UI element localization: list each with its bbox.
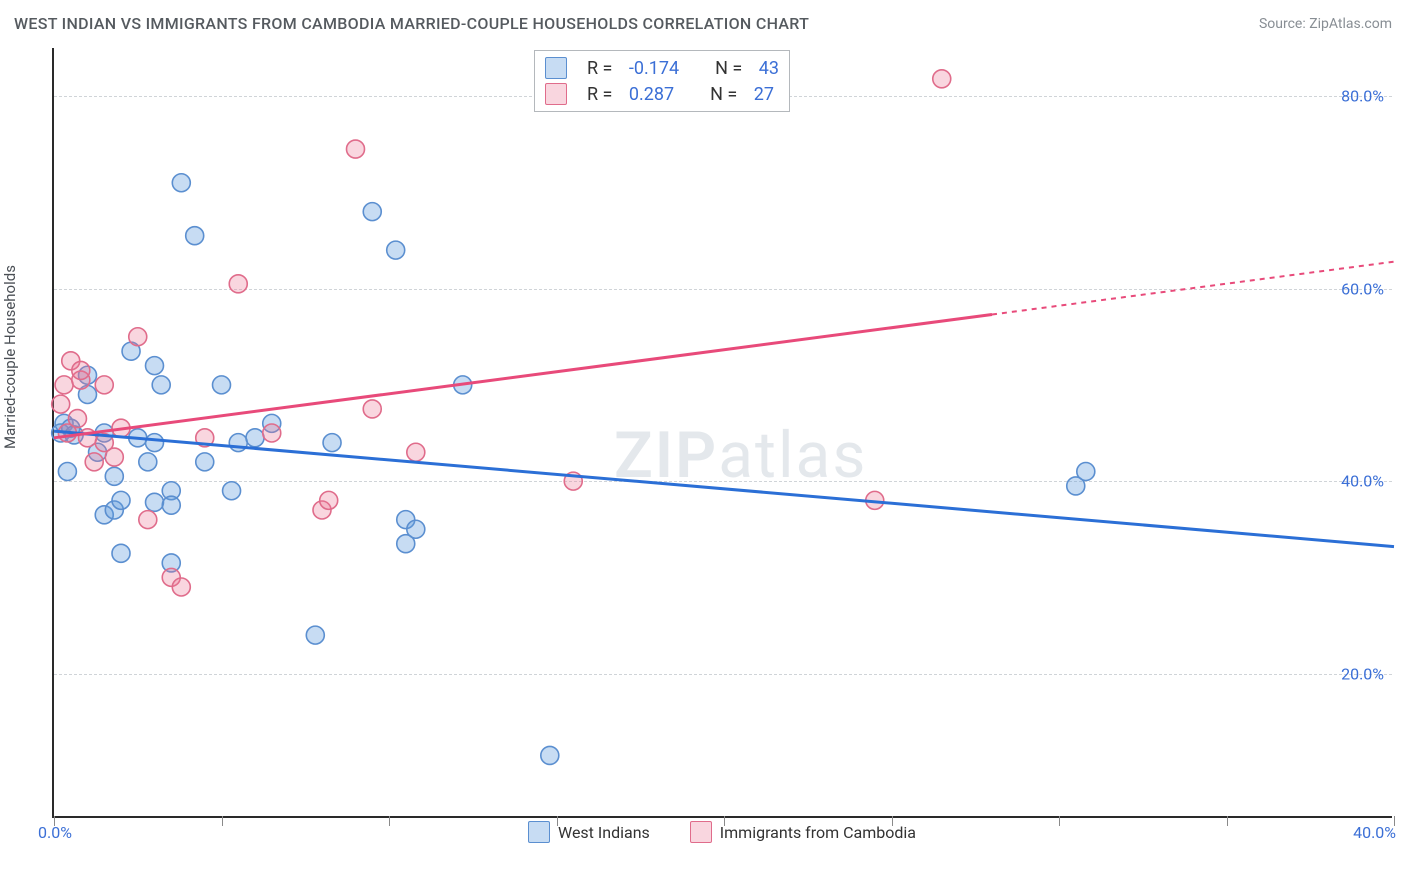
y-tick-label: 20.0% — [1341, 664, 1384, 683]
stat-n-label: N = — [710, 84, 742, 105]
chart-title: WEST INDIAN VS IMMIGRANTS FROM CAMBODIA … — [14, 14, 809, 33]
source-attribution: Source: ZipAtlas.com — [1259, 16, 1392, 32]
scatter-svg — [54, 48, 1392, 816]
stat-r-label: R = — [587, 58, 617, 79]
series-legend: West Indians Immigrants from Cambodia — [52, 821, 1392, 843]
x-axis-max-label: 40.0% — [1353, 823, 1396, 842]
stat-r-value: -0.174 — [629, 58, 679, 79]
legend-item: West Indians — [528, 821, 650, 843]
legend-series-name: West Indians — [558, 823, 650, 842]
stat-r-value: 0.287 — [629, 84, 674, 105]
stat-n-value: 27 — [754, 84, 774, 105]
legend-swatch-icon — [690, 821, 712, 843]
stat-n-label: N = — [715, 58, 747, 79]
y-tick-label: 80.0% — [1341, 87, 1384, 106]
y-tick-label: 60.0% — [1341, 279, 1384, 298]
stat-r-label: R = — [587, 84, 617, 105]
correlation-legend: R = -0.174 N = 43 R = 0.287 N = 27 — [534, 50, 790, 112]
stats-row: R = -0.174 N = 43 — [545, 55, 779, 81]
plot-area: ZIPatlas 20.0%40.0%60.0%80.0% R = -0.174… — [52, 48, 1392, 818]
legend-swatch-icon — [545, 57, 567, 79]
y-tick-label: 40.0% — [1341, 472, 1384, 491]
legend-swatch-icon — [545, 83, 567, 105]
legend-series-name: Immigrants from Cambodia — [720, 823, 916, 842]
legend-item: Immigrants from Cambodia — [690, 821, 916, 843]
y-axis-label: Married-couple Households — [1, 265, 19, 449]
legend-swatch-icon — [528, 821, 550, 843]
stat-n-value: 43 — [759, 58, 779, 79]
stats-row: R = 0.287 N = 27 — [545, 81, 779, 107]
